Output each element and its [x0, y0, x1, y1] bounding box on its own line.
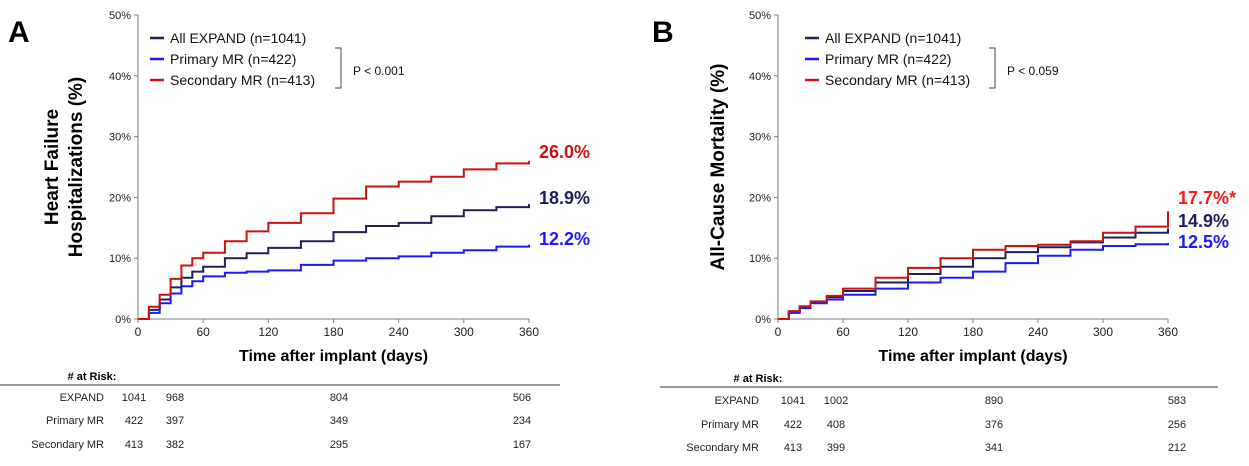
series-end-label: 18.9% [539, 188, 590, 208]
at-risk-value: 234 [513, 415, 531, 427]
at-risk-value: 397 [166, 415, 184, 427]
series-line [138, 160, 530, 320]
at-risk-value: 256 [1168, 419, 1186, 431]
y-tick-label: 40% [109, 71, 131, 83]
at-risk-value: 413 [784, 442, 802, 454]
x-tick-label: 300 [1093, 325, 1113, 339]
at-risk-title: # at Risk: [68, 371, 117, 383]
at-risk-value: 413 [125, 439, 143, 451]
at-risk-row-label: Primary MR [46, 415, 104, 427]
panel-letter: A [8, 16, 30, 49]
at-risk-value: 376 [985, 419, 1003, 431]
x-tick-label: 60 [196, 325, 210, 339]
y-tick-label: 0% [115, 314, 131, 326]
x-tick-label: 300 [454, 325, 474, 339]
series-line [138, 244, 530, 320]
series-end-label: 12.5% [1178, 232, 1229, 252]
x-axis-label: Time after implant (days) [878, 348, 1067, 365]
series-end-label: 17.7%* [1178, 188, 1236, 208]
x-tick-label: 120 [258, 325, 278, 339]
at-risk-value: 167 [513, 439, 531, 451]
at-risk-row-label: Primary MR [701, 419, 759, 431]
p-value-bracket [335, 47, 342, 89]
x-tick-label: 0 [775, 325, 782, 339]
series-line [778, 243, 1169, 320]
legend-entry: Secondary MR (n=413) [825, 72, 970, 88]
panel-letter: B [652, 16, 674, 49]
p-value-bracket [989, 47, 996, 89]
y-tick-label: 30% [109, 132, 131, 144]
y-tick-label: 20% [109, 192, 131, 204]
x-tick-label: 60 [836, 325, 850, 339]
at-risk-row-label: Secondary MR [686, 442, 759, 454]
y-tick-label: 30% [749, 132, 771, 144]
at-risk-title: # at Risk: [734, 373, 783, 385]
x-tick-label: 360 [519, 325, 539, 339]
at-risk-value: 890 [985, 395, 1003, 407]
at-risk-row-label: Secondary MR [31, 439, 104, 451]
x-tick-label: 0 [135, 325, 142, 339]
chart-panel-b: B 0% 10% 20% 30% 40% 50% 0 60 120 180 240 300 360 Time… [652, 10, 1236, 454]
p-value: P < 0.059 [1007, 64, 1059, 78]
legend-entry: Primary MR (n=422) [825, 51, 951, 67]
at-risk-row-label: EXPAND [60, 392, 104, 404]
at-risk-value: 422 [784, 419, 802, 431]
legend-entry: Secondary MR (n=413) [170, 72, 315, 88]
chart-panel-a: A 0% 10% 20% 30% 40% 50% 0 60 120 180 240 300 360 Time… [0, 10, 590, 451]
at-risk-value: 422 [125, 415, 143, 427]
at-risk-value: 349 [330, 415, 348, 427]
x-tick-label: 360 [1158, 325, 1178, 339]
at-risk-value: 341 [985, 442, 1003, 454]
at-risk-value: 1041 [781, 395, 805, 407]
y-tick-label: 20% [749, 192, 771, 204]
y-tick-label: 50% [749, 10, 771, 22]
at-risk-value: 399 [827, 442, 845, 454]
at-risk-value: 506 [513, 392, 531, 404]
series-end-label: 14.9% [1178, 211, 1229, 231]
y-tick-label: 10% [749, 253, 771, 265]
y-tick-label: 50% [109, 10, 131, 22]
x-tick-label: 120 [898, 325, 918, 339]
series-end-label: 26.0% [539, 142, 590, 162]
legend-entry: All EXPAND (n=1041) [825, 30, 961, 46]
at-risk-value: 968 [166, 392, 184, 404]
at-risk-value: 1041 [122, 392, 146, 404]
x-tick-label: 240 [389, 325, 409, 339]
y-axis-label: All-Cause Mortality (%) [708, 64, 729, 271]
at-risk-value: 804 [330, 392, 348, 404]
at-risk-row-label: EXPAND [715, 395, 759, 407]
series-end-label: 12.2% [539, 229, 590, 249]
x-axis-label: Time after implant (days) [239, 348, 428, 365]
y-tick-label: 40% [749, 71, 771, 83]
at-risk-value: 1002 [824, 395, 848, 407]
legend-entry: All EXPAND (n=1041) [170, 30, 306, 46]
series-line [778, 211, 1169, 320]
y-axis-label: Hospitalizations (%) [66, 77, 87, 258]
at-risk-value: 583 [1168, 395, 1186, 407]
x-tick-label: 180 [323, 325, 343, 339]
x-tick-label: 240 [1028, 325, 1048, 339]
at-risk-value: 382 [166, 439, 184, 451]
at-risk-value: 212 [1168, 442, 1186, 454]
y-axis-label: Heart Failure [42, 109, 63, 225]
legend-entry: Primary MR (n=422) [170, 51, 296, 67]
y-tick-label: 0% [755, 314, 771, 326]
x-tick-label: 180 [963, 325, 983, 339]
y-tick-label: 10% [109, 253, 131, 265]
p-value: P < 0.001 [353, 64, 405, 78]
at-risk-value: 408 [827, 419, 845, 431]
at-risk-value: 295 [330, 439, 348, 451]
